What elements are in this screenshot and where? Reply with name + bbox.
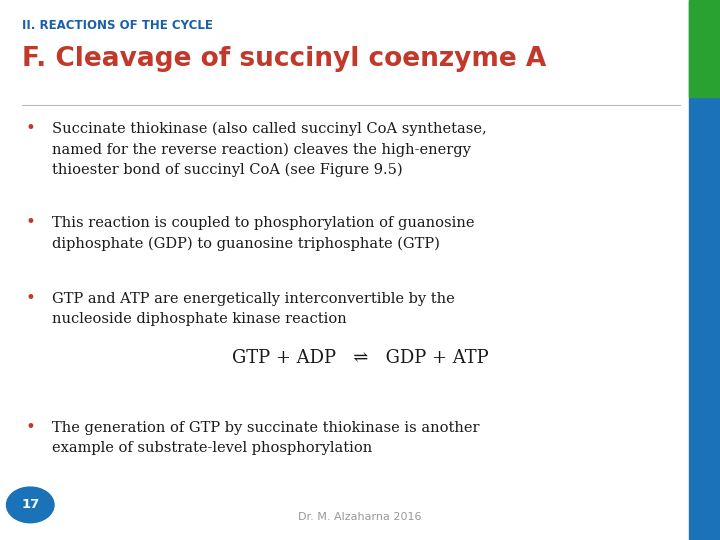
Text: Dr. M. Alzaharna 2016: Dr. M. Alzaharna 2016 (298, 512, 422, 522)
Text: •: • (25, 119, 35, 137)
Text: Succinate thiokinase (also called succinyl CoA synthetase,
named for the reverse: Succinate thiokinase (also called succin… (52, 122, 487, 177)
Text: GTP + ADP   ⇌   GDP + ATP: GTP + ADP ⇌ GDP + ATP (232, 349, 488, 367)
Text: This reaction is coupled to phosphorylation of guanosine
diphosphate (GDP) to gu: This reaction is coupled to phosphorylat… (52, 216, 474, 251)
Text: GTP and ATP are energetically interconvertible by the
nucleoside diphosphate kin: GTP and ATP are energetically interconve… (52, 292, 454, 326)
Text: II. REACTIONS OF THE CYCLE: II. REACTIONS OF THE CYCLE (22, 19, 212, 32)
Text: •: • (25, 213, 35, 231)
Text: F. Cleavage of succinyl coenzyme A: F. Cleavage of succinyl coenzyme A (22, 46, 546, 72)
Text: •: • (25, 289, 35, 307)
Bar (689, 0, 720, 540)
Text: 17: 17 (21, 498, 40, 511)
Bar (689, 0, 720, 97)
Text: •: • (25, 418, 35, 436)
Circle shape (6, 487, 54, 523)
Text: The generation of GTP by succinate thiokinase is another
example of substrate-le: The generation of GTP by succinate thiok… (52, 421, 480, 455)
